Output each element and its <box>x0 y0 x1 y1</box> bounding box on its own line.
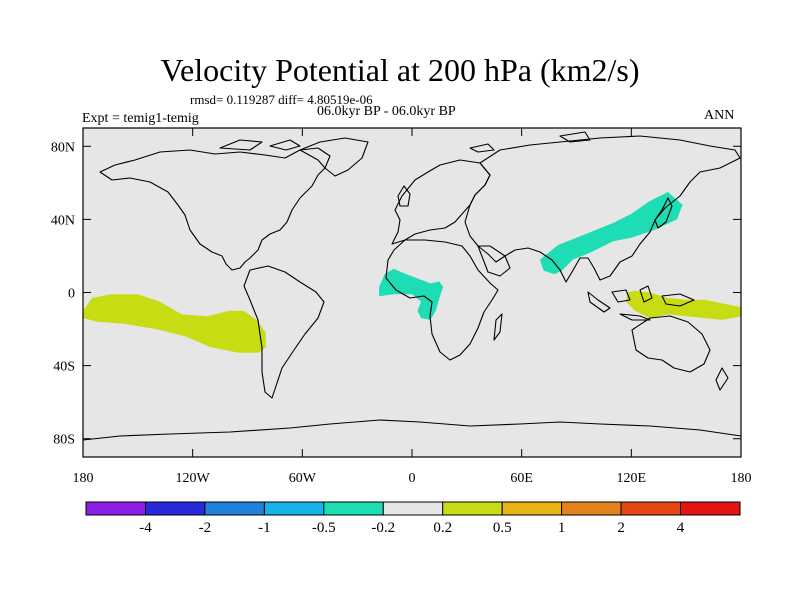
colorbar-box <box>85 501 146 516</box>
x-tick-label: 120E <box>617 471 647 486</box>
x-tick-label: 180 <box>731 471 752 486</box>
anomaly-region-asia <box>539 192 683 275</box>
y-tick-label: 80N <box>51 140 75 155</box>
axis-ticks: 180 120W 60W 0 60E 120E 180 80N 40N 0 40S 80S <box>51 128 752 486</box>
colorbar-label: 0.5 <box>493 520 512 536</box>
coast-north-america <box>99 147 331 271</box>
coast-south-america <box>243 265 325 399</box>
colorbar-box <box>501 501 563 516</box>
stats-text: rmsd= 0.119287 diff= 4.80519e-06 <box>190 92 373 107</box>
coast-new-zealand <box>715 367 729 391</box>
colorbar-label: -0.2 <box>371 520 395 536</box>
x-tick-label: 60E <box>510 471 533 486</box>
right-label: ANN <box>704 108 735 123</box>
colorbar-box <box>620 501 682 516</box>
chart-title: Velocity Potential at 200 hPa (km2/s) <box>160 52 640 88</box>
colorbar-box <box>323 501 384 516</box>
coast-australia <box>631 315 711 373</box>
coast-madagascar <box>493 313 503 341</box>
coastlines <box>82 131 742 441</box>
anomaly-region-west-pacific <box>625 290 741 320</box>
colorbar-label: 2 <box>617 520 625 536</box>
colorbar-label: -1 <box>258 520 271 536</box>
x-tick-label: 60W <box>289 471 317 486</box>
colorbar-box <box>204 501 265 516</box>
colorbar-box <box>561 501 622 516</box>
coast-arabia <box>477 245 511 277</box>
anomaly-region-africa <box>379 268 444 320</box>
colorbar-label: 1 <box>558 520 566 536</box>
colorbar-box <box>145 501 206 516</box>
x-tick-label: 120W <box>176 471 211 486</box>
y-tick-label: 0 <box>68 287 75 302</box>
y-tick-label: 40N <box>51 213 75 228</box>
colorbar-label: -4 <box>139 520 152 536</box>
left-label: Expt = temig1-temig <box>82 111 199 126</box>
colorbar-label: -0.5 <box>312 520 336 536</box>
coast-arctic-islands <box>219 131 591 153</box>
x-tick-label: 180 <box>73 471 94 486</box>
anomaly-layer <box>83 192 741 353</box>
coast-africa <box>385 239 499 361</box>
coast-greenland <box>299 137 369 177</box>
colorbar-box <box>263 501 325 516</box>
colorbar-box <box>680 501 741 516</box>
x-tick-label: 0 <box>409 471 416 486</box>
colorbar-label: 4 <box>677 520 685 536</box>
coast-indonesia <box>587 285 695 321</box>
center-label: 06.0kyr BP - 06.0kyr BP <box>317 104 456 119</box>
colorbar-label: 0.2 <box>433 520 452 536</box>
colorbar-box <box>382 501 444 516</box>
coast-antarctica <box>82 419 742 441</box>
coast-uk <box>397 185 411 207</box>
anomaly-region-central-pacific <box>83 294 266 353</box>
colorbar-label: -2 <box>199 520 212 536</box>
y-tick-label: 80S <box>53 433 75 448</box>
colorbar-box <box>442 501 503 516</box>
y-tick-label: 40S <box>53 360 75 375</box>
coast-japan <box>654 197 673 229</box>
